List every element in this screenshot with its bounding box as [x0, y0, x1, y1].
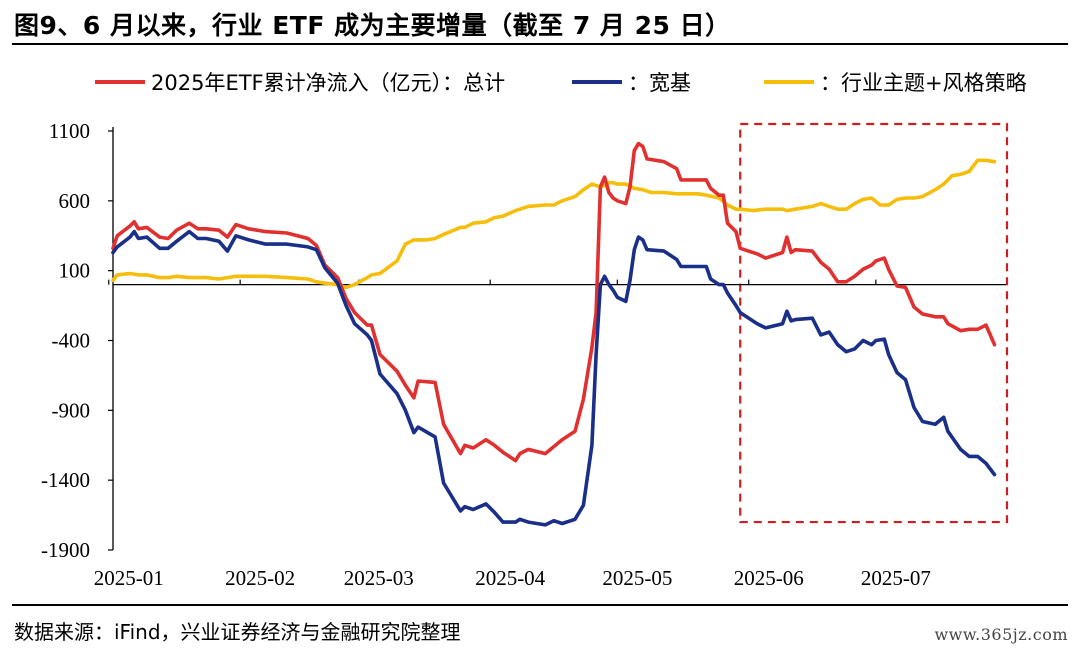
series-layer	[111, 141, 997, 527]
watermark: www.365jz.com	[934, 625, 1068, 644]
y-tick-label: -400	[52, 329, 91, 353]
source-note: 数据来源：iFind，兴业证券经济与金融研究院整理	[14, 620, 461, 644]
y-tick-label: -1900	[41, 538, 90, 562]
x-tick-label: 2025-01	[94, 566, 164, 590]
y-tick-label: -1400	[41, 468, 90, 492]
x-tick-label: 2025-04	[475, 566, 545, 590]
x-tick-label: 2025-06	[734, 566, 804, 590]
y-tick-label: 100	[59, 259, 91, 283]
y-tick-label: 600	[59, 189, 91, 213]
highlight-box	[739, 122, 1009, 524]
y-tick-label: -900	[52, 398, 91, 422]
x-tick-label: 2025-05	[602, 566, 672, 590]
source-divider	[12, 604, 1068, 606]
highlight-layer	[739, 122, 1009, 524]
legend: 2025年ETF累计净流入（亿元）：总计 ：宽基 ：行业主题+风格策略	[95, 71, 1027, 95]
x-tick-label: 2025-02	[225, 566, 295, 590]
legend-label-3: ：行业主题+风格策略	[820, 71, 1027, 95]
chart-title: 图9、6 月以来，行业 ETF 成为主要增量（截至 7 月 25 日）	[14, 11, 731, 40]
series-line-1	[111, 141, 997, 463]
x-tick-label: 2025-07	[861, 566, 931, 590]
line-chart: 2025年ETF累计净流入（亿元）：总计 ：宽基 ：行业主题+风格策略 1100 60…	[41, 71, 1027, 590]
x-tick-label: 2025-03	[344, 566, 414, 590]
legend-label-1: 2025年ETF累计净流入（亿元）：总计	[151, 71, 505, 95]
legend-label-2: ：宽基	[628, 71, 691, 95]
series-line-2	[111, 229, 997, 527]
series-line-3	[111, 158, 997, 290]
y-tick-label: 1100	[49, 119, 90, 143]
title-divider	[12, 43, 1068, 45]
